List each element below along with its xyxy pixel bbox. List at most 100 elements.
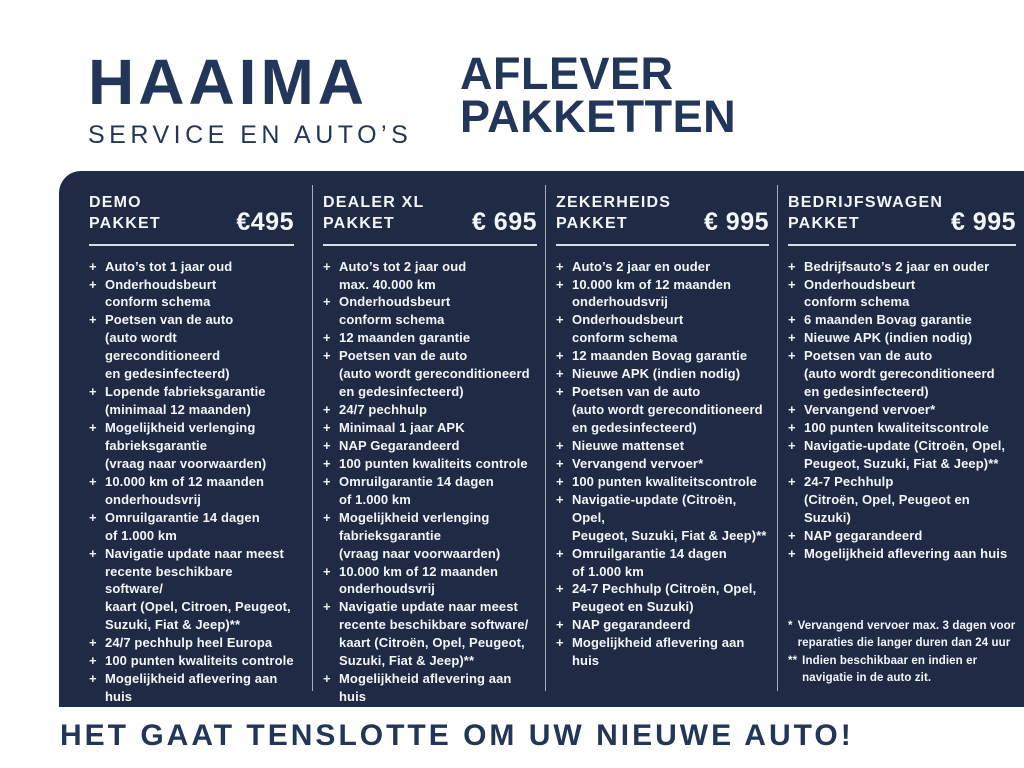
feature-text: Onderhoudsbeurt conform schema	[804, 276, 916, 310]
feature-text: Vervangend vervoer*	[804, 402, 936, 418]
package-name: DEALER XL PAKKET	[323, 194, 425, 232]
package-column-2: DEALER XL PAKKET € 695 + Auto’s tot 2 jaa…	[312, 185, 545, 704]
package-feature: + Mogelijkheid aflevering aan huis	[323, 670, 537, 706]
feature-text: Onderhoudsbeurt conform schema	[105, 276, 217, 310]
feature-text: NAP gegarandeerd	[804, 527, 923, 543]
feature-text: 12 maanden Bovag garantie	[572, 348, 748, 364]
package-header: DEMO PAKKET €495	[89, 193, 294, 235]
feature-text: Omruilgarantie 14 dagen of 1.000 km	[339, 473, 494, 507]
package-feature: + 100 punten kwaliteitscontrole	[556, 473, 769, 491]
package-feature: + Mogelijkheid verlenging fabrieksgarant…	[89, 419, 294, 473]
page-title-line1: AFLEVER	[460, 48, 674, 99]
feature-text: Nieuwe mattenset	[572, 437, 685, 453]
package-feature: + Mogelijkheid aflevering aan huis	[89, 670, 294, 706]
package-items: + Auto’s tot 1 jaar oud + Onderhoudsbeur…	[89, 258, 294, 706]
feature-text: 24-7 Pechhulp (Citroën, Opel, Peugeot en…	[572, 581, 757, 615]
feature-text: Nieuwe APK (indien nodig)	[804, 330, 973, 346]
plus-marker: +	[788, 312, 796, 328]
package-feature: + Auto’s tot 1 jaar oud	[89, 258, 294, 276]
feature-text: Poetsen van de auto (auto wordt gerecond…	[572, 384, 763, 436]
feature-text: 10.000 km of 12 maanden onderhoudsvrij	[572, 276, 732, 310]
feature-text: NAP Gegarandeerd	[339, 437, 460, 453]
package-feature: + Lopende fabrieksgarantie (minimaal 12 …	[89, 383, 294, 419]
footer-tagline: HET GAAT TENSLOTTE OM UW NIEUWE AUTO!	[60, 719, 854, 752]
feature-text: Mogelijkheid verlenging fabrieksgarantie…	[339, 509, 501, 561]
package-feature: + Poetsen van de auto (auto wordt gereco…	[788, 347, 1016, 401]
plus-marker: +	[323, 258, 331, 274]
plus-marker: +	[323, 455, 331, 471]
plus-marker: +	[556, 437, 564, 453]
package-feature: + Vervangend vervoer*	[788, 401, 1016, 419]
plus-marker: +	[556, 384, 564, 400]
package-feature: + 100 punten kwaliteits controle	[323, 455, 537, 473]
package-name: DEMO PAKKET	[89, 194, 161, 232]
plus-marker: +	[788, 545, 796, 561]
plus-marker: +	[89, 384, 97, 400]
brand-logo: HAAIMA SERVICE EN AUTO’S	[88, 50, 460, 150]
header: HAAIMA SERVICE EN AUTO’S AFLEVER PAKKETT…	[88, 50, 736, 150]
plus-marker: +	[556, 348, 564, 364]
plus-marker: +	[788, 348, 796, 364]
feature-text: 100 punten kwaliteits controle	[339, 455, 528, 471]
plus-marker: +	[788, 276, 796, 292]
plus-marker: +	[89, 635, 97, 651]
footnote-marker: *	[788, 620, 793, 632]
header-rule	[89, 243, 294, 246]
feature-text: Minimaal 1 jaar APK	[339, 420, 465, 436]
feature-text: Vervangend vervoer*	[572, 455, 704, 471]
feature-text: Mogelijkheid aflevering aan huis	[804, 545, 1008, 561]
package-feature: + 24-7 Pechhulp (Citroën, Opel, Peugeot …	[788, 473, 1016, 527]
package-column-3: ZEKERHEIDS PAKKET € 995 + Auto’s 2 jaar e…	[545, 185, 777, 691]
plus-marker: +	[323, 348, 331, 364]
package-price: € 995	[703, 207, 769, 236]
package-feature: + 12 maanden Bovag garantie	[556, 347, 769, 365]
plus-marker: +	[788, 437, 796, 453]
feature-text: Nieuwe APK (indien nodig)	[572, 366, 741, 382]
package-feature: + NAP gegarandeerd	[556, 616, 769, 634]
feature-text: 12 maanden garantie	[339, 330, 471, 346]
package-price: € 695	[471, 207, 537, 236]
plus-marker: +	[323, 420, 331, 436]
package-items: + Bedrijfsauto’s 2 jaar en ouder + Onder…	[788, 258, 1016, 563]
package-feature: + Mogelijkheid aflevering aan huis	[556, 634, 769, 670]
feature-text: Poetsen van de auto (auto wordt gerecond…	[804, 348, 995, 400]
feature-text: Omruilgarantie 14 dagen of 1.000 km	[572, 545, 727, 579]
plus-marker: +	[323, 671, 331, 687]
page-title-line2: PAKKETTEN	[460, 91, 737, 142]
plus-marker: +	[556, 581, 564, 597]
package-feature: + Poetsen van de auto (auto wordt gereco…	[323, 347, 537, 401]
page-title: AFLEVER PAKKETTEN	[460, 48, 737, 142]
package-feature: + 24-7 Pechhulp (Citroën, Opel, Peugeot …	[556, 580, 769, 616]
package-feature: + 10.000 km of 12 maanden onderhoudsvrij	[323, 563, 537, 599]
feature-text: 100 punten kwaliteitscontrole	[804, 420, 989, 436]
header-rule	[323, 243, 537, 246]
package-feature: + NAP gegarandeerd	[788, 527, 1016, 545]
plus-marker: +	[788, 330, 796, 346]
feature-text: Navigatie-update (Citroën, Opel, Peugeot…	[572, 491, 767, 543]
package-feature: + Navigatie update naar meest recente be…	[323, 598, 537, 670]
package-feature: + Auto’s tot 2 jaar oud max. 40.000 km	[323, 258, 537, 294]
footer: HET GAAT TENSLOTTE OM UW NIEUWE AUTO!	[60, 719, 1024, 753]
plus-marker: +	[556, 617, 564, 633]
feature-text: Auto’s 2 jaar en ouder	[572, 258, 711, 274]
feature-text: 24-7 Pechhulp (Citroën, Opel, Peugeot en…	[804, 473, 970, 525]
plus-marker: +	[323, 473, 331, 489]
package-feature: + 6 maanden Bovag garantie	[788, 311, 1016, 329]
feature-text: NAP gegarandeerd	[572, 617, 691, 633]
package-items: + Auto’s tot 2 jaar oud max. 40.000 km +…	[323, 258, 537, 706]
plus-marker: +	[788, 473, 796, 489]
package-price: € 995	[950, 207, 1016, 236]
plus-marker: +	[556, 258, 564, 274]
package-feature: + 12 maanden garantie	[323, 329, 537, 347]
package-feature: + Auto’s 2 jaar en ouder	[556, 258, 769, 276]
package-feature: + Onderhoudsbeurt conform schema	[788, 276, 1016, 312]
plus-marker: +	[556, 276, 564, 292]
package-feature: + Onderhoudsbeurt conform schema	[323, 293, 537, 329]
plus-marker: +	[323, 509, 331, 525]
package-feature: + 24/7 pechhulp heel Europa	[89, 634, 294, 652]
brand-name: HAAIMA	[88, 46, 368, 118]
plus-marker: +	[788, 402, 796, 418]
plus-marker: +	[323, 330, 331, 346]
footnote: * Vervangend vervoer max. 3 dagen voor r…	[788, 618, 1016, 653]
plus-marker: +	[323, 402, 331, 418]
